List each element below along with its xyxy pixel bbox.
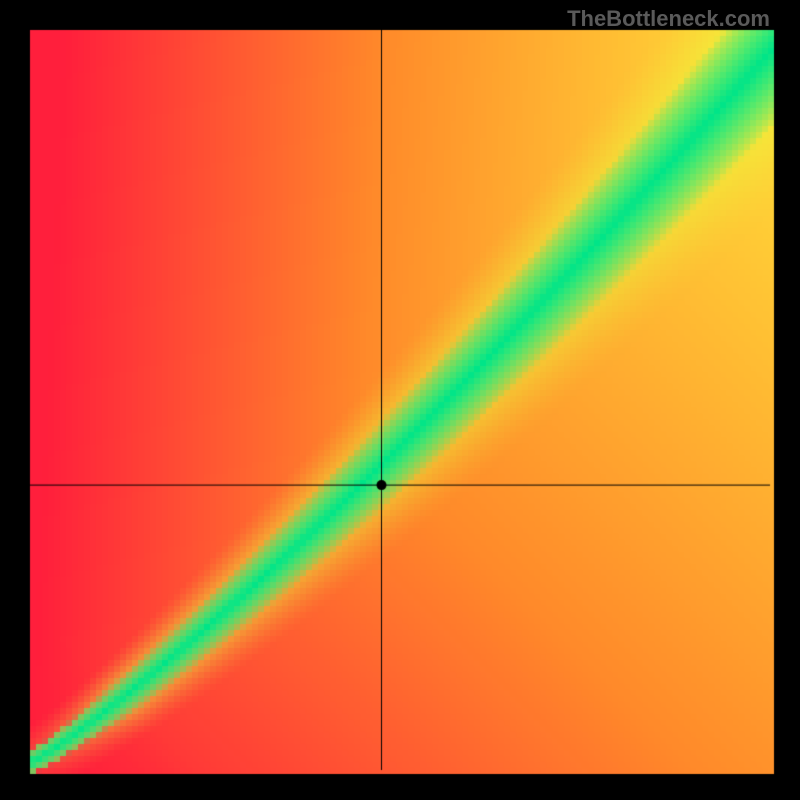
- bottleneck-heatmap-canvas: [0, 0, 800, 800]
- chart-container: TheBottleneck.com: [0, 0, 800, 800]
- watermark-label: TheBottleneck.com: [567, 6, 770, 32]
